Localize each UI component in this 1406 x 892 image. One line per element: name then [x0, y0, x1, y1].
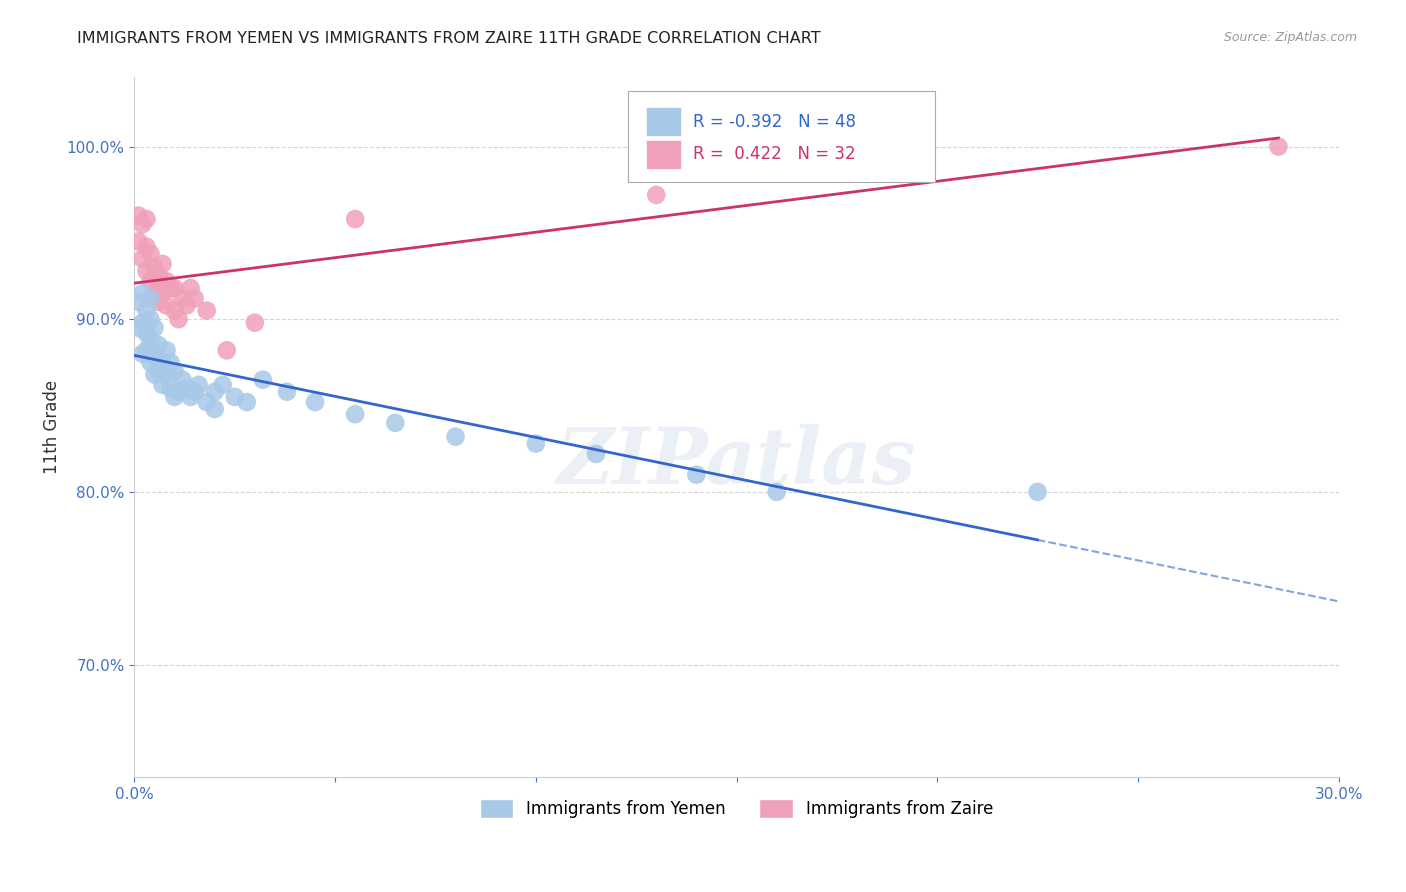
Point: [148, 295, 170, 310]
Point: [143, 350, 166, 364]
Point: [204, 402, 226, 417]
Point: [163, 364, 186, 378]
Point: [195, 395, 218, 409]
Point: [131, 347, 153, 361]
Point: [252, 373, 274, 387]
Point: [152, 377, 174, 392]
Point: [524, 436, 547, 450]
Point: [143, 321, 166, 335]
Point: [204, 384, 226, 399]
Point: [135, 212, 157, 227]
Point: [183, 292, 205, 306]
Point: [195, 303, 218, 318]
Point: [131, 286, 153, 301]
Text: R =  0.422   N = 32: R = 0.422 N = 32: [693, 145, 856, 163]
Point: [183, 384, 205, 399]
Point: [148, 338, 170, 352]
Point: [135, 326, 157, 340]
Point: [384, 416, 406, 430]
FancyBboxPatch shape: [647, 140, 681, 169]
Point: [139, 355, 162, 369]
Point: [127, 321, 149, 335]
Point: [344, 407, 367, 421]
Point: [180, 390, 202, 404]
Point: [127, 235, 149, 249]
Point: [143, 260, 166, 275]
Point: [155, 368, 177, 382]
Point: [159, 281, 181, 295]
Point: [224, 390, 246, 404]
Point: [163, 390, 186, 404]
Point: [1267, 139, 1289, 153]
Point: [163, 281, 186, 295]
Point: [143, 286, 166, 301]
Point: [585, 447, 607, 461]
Point: [155, 274, 177, 288]
Point: [139, 274, 162, 288]
Point: [139, 333, 162, 347]
Point: [135, 264, 157, 278]
Point: [139, 292, 162, 306]
Point: [135, 240, 157, 254]
Point: [243, 316, 266, 330]
Point: [845, 165, 868, 179]
Point: [765, 484, 787, 499]
Point: [187, 377, 209, 392]
Text: Source: ZipAtlas.com: Source: ZipAtlas.com: [1223, 31, 1357, 45]
Point: [176, 381, 198, 395]
Point: [131, 316, 153, 330]
Text: R = -0.392   N = 48: R = -0.392 N = 48: [693, 112, 856, 130]
FancyBboxPatch shape: [647, 107, 681, 136]
Point: [180, 281, 202, 295]
FancyBboxPatch shape: [628, 91, 935, 182]
Point: [645, 187, 668, 202]
Point: [152, 355, 174, 369]
Point: [127, 295, 149, 310]
Point: [152, 286, 174, 301]
Point: [148, 268, 170, 283]
Point: [159, 355, 181, 369]
Point: [211, 377, 233, 392]
Point: [148, 364, 170, 378]
Point: [685, 467, 707, 482]
Point: [152, 257, 174, 271]
Text: IMMIGRANTS FROM YEMEN VS IMMIGRANTS FROM ZAIRE 11TH GRADE CORRELATION CHART: IMMIGRANTS FROM YEMEN VS IMMIGRANTS FROM…: [77, 31, 821, 46]
Point: [143, 368, 166, 382]
Point: [135, 303, 157, 318]
Point: [176, 298, 198, 312]
Point: [167, 312, 190, 326]
Point: [344, 212, 367, 227]
Point: [139, 312, 162, 326]
Point: [215, 343, 238, 358]
Point: [155, 298, 177, 312]
Point: [139, 246, 162, 260]
Point: [276, 384, 298, 399]
Legend: Immigrants from Yemen, Immigrants from Zaire: Immigrants from Yemen, Immigrants from Z…: [472, 792, 1000, 824]
Point: [236, 395, 259, 409]
Point: [127, 209, 149, 223]
Point: [1026, 484, 1049, 499]
Point: [167, 384, 190, 399]
Point: [172, 292, 194, 306]
Text: ZIPatlas: ZIPatlas: [557, 424, 917, 500]
Point: [304, 395, 326, 409]
Point: [163, 303, 186, 318]
Point: [135, 343, 157, 358]
Point: [159, 381, 181, 395]
Point: [155, 343, 177, 358]
Y-axis label: 11th Grade: 11th Grade: [44, 380, 60, 475]
Point: [131, 217, 153, 231]
Point: [172, 373, 194, 387]
Point: [131, 252, 153, 266]
Point: [444, 430, 467, 444]
